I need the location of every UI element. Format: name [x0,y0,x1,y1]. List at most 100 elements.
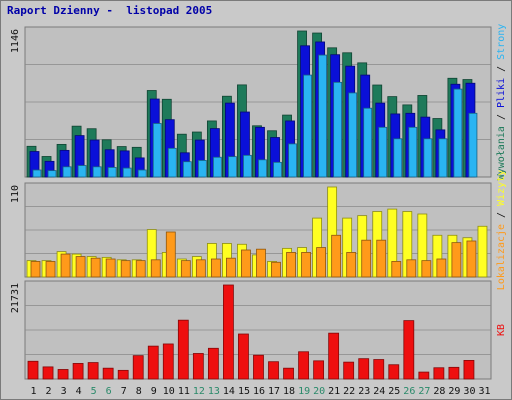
bar-pages-day-27-fill [423,138,433,178]
bar-kb-day-8 [132,355,144,380]
bar-kb-day-20 [313,360,325,380]
day-label-24: 24 [373,386,385,397]
bar-sites-day-6 [105,258,116,278]
day-label-2: 2 [46,386,52,397]
bar-sites-day-23 [361,239,372,278]
bar-pages-day-25 [393,138,403,178]
bar-kb-day-18-fill [283,367,294,380]
bar-pages-day-18 [288,143,297,178]
legend-separator: / [496,108,507,126]
bar-visits-day-31 [477,225,488,278]
hits-files-pages-panel-max-tick-label: 1146 [10,29,21,53]
bar-kb-day-23 [358,358,370,380]
bar-kb-day-26-fill [403,320,415,380]
bar-kb-day-9 [147,345,159,380]
bar-pages-day-4 [77,165,87,178]
bar-sites-day-20 [316,247,327,278]
legend-entry-2: Pliki [496,78,507,108]
bar-pages-day-1 [32,169,42,178]
day-label-13: 13 [208,386,220,397]
bar-kb-day-27 [418,371,430,380]
day-label-25: 25 [388,386,400,397]
bar-pages-day-14-fill [228,156,237,178]
bar-pages-day-10 [167,147,177,178]
bar-pages-day-10-fill [167,147,177,178]
day-label-11: 11 [178,386,190,397]
bar-kb-day-25-fill [388,364,400,380]
day-label-27: 27 [418,386,430,397]
legend-entry-0: Lokalizacje [496,224,507,290]
bar-visits-day-31-fill [477,225,488,278]
bar-sites-day-22-fill [346,252,357,278]
hits-files-pages-panel-series-legend: Wywołania / Pliki / Strony [496,24,507,181]
bar-kb-day-7-fill [117,369,129,380]
bar-pages-day-26 [408,126,418,178]
bar-kb-day-4-fill [72,363,84,380]
bar-pages-day-14 [228,156,237,178]
bar-kb-day-4 [72,363,84,380]
day-label-9: 9 [151,386,157,397]
bar-sites-day-10-fill [165,231,176,278]
bar-sites-day-26-fill [406,259,417,278]
bar-kb-day-29-fill [448,366,460,380]
bar-pages-day-29 [453,88,463,178]
bar-pages-day-1-fill [32,169,42,178]
bar-sites-day-3-fill [60,253,71,278]
bar-pages-day-6-fill [107,167,117,178]
bar-kb-day-15 [238,333,249,380]
day-label-6: 6 [106,386,112,397]
day-label-18: 18 [283,386,295,397]
bar-sites-day-11-fill [180,260,191,278]
bar-kb-day-10 [162,343,174,380]
bar-pages-day-2 [47,170,57,178]
bar-kb-day-12-fill [192,353,204,380]
bar-pages-day-8-fill [137,169,147,178]
day-label-5: 5 [91,386,97,397]
bar-pages-day-4-fill [77,165,87,178]
day-label-1: 1 [31,386,37,397]
bar-sites-day-30 [466,240,477,278]
bar-sites-day-24-fill [376,239,387,278]
bar-pages-day-9-fill [152,123,162,178]
bar-kb-day-30 [463,359,475,380]
bar-pages-day-20 [318,54,328,178]
bar-sites-day-14 [226,257,236,278]
day-label-17: 17 [268,386,280,397]
bar-kb-day-20-fill [313,360,325,380]
bar-sites-day-5 [90,257,101,278]
day-label-30: 30 [463,386,475,397]
bar-kb-day-16 [253,354,264,380]
bar-sites-day-24 [376,239,387,278]
day-label-12: 12 [193,386,205,397]
bar-sites-day-1-fill [30,261,41,278]
bar-kb-day-16-fill [253,354,264,380]
bar-kb-day-5-fill [87,362,99,380]
bar-sites-day-18 [286,252,296,278]
bar-sites-day-8 [135,260,146,278]
bar-pages-day-24-fill [378,126,388,178]
bar-kb-day-24-fill [373,359,385,380]
bar-sites-day-16-fill [256,248,266,278]
bar-pages-day-28 [438,138,448,178]
bar-pages-day-17-fill [273,161,282,178]
bar-sites-day-12-fill [195,259,206,278]
bar-kb-day-17 [268,361,279,380]
bar-sites-day-12 [195,259,206,278]
bar-kb-day-3 [57,369,69,380]
legend-entry-0: KB [496,324,507,336]
bar-pages-day-24 [378,126,388,178]
day-label-26: 26 [403,386,415,397]
bar-sites-day-22 [346,252,357,278]
bar-sites-day-11 [180,260,191,278]
bar-sites-day-7-fill [120,260,131,278]
bar-sites-day-25 [391,261,402,278]
bar-pages-day-8 [137,169,147,178]
kb-panel-series-legend: KB [496,324,507,336]
bar-pages-day-21 [333,81,343,178]
bar-pages-day-22 [348,92,358,178]
sites-visits-panel-max-tick-label: 110 [10,185,21,203]
bar-pages-day-12 [197,160,207,178]
bar-kb-day-11-fill [177,319,189,380]
bar-kb-day-29 [448,366,460,380]
